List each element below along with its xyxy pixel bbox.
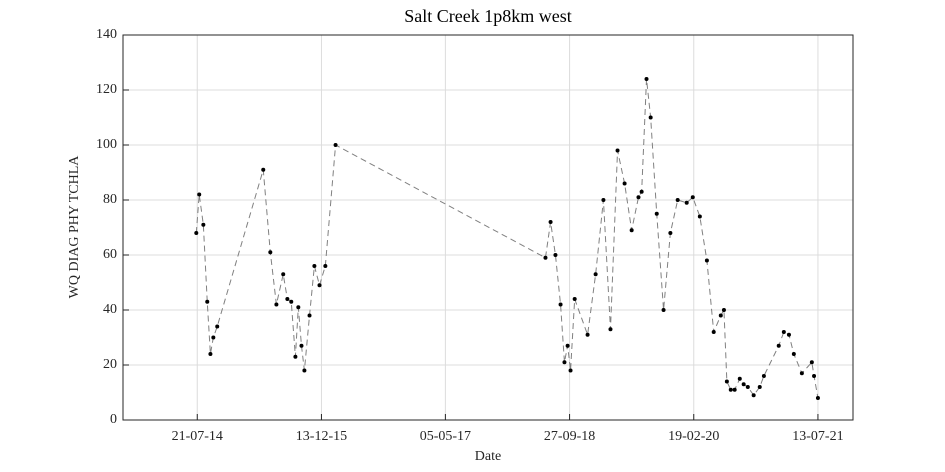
data-point (781, 330, 786, 334)
data-point (194, 231, 199, 235)
data-point (281, 272, 286, 277)
y-tick-label: 120 (96, 82, 117, 97)
y-tick-label: 40 (103, 302, 117, 317)
data-point (724, 379, 729, 384)
data-point (608, 327, 613, 332)
data-point (668, 231, 673, 235)
data-point (661, 308, 666, 312)
data-point (285, 297, 290, 301)
data-point (548, 220, 553, 224)
data-point (261, 167, 266, 172)
data-point (333, 143, 338, 147)
data-point (757, 385, 762, 389)
data-point (697, 214, 702, 219)
y-tick-label: 140 (96, 27, 117, 42)
y-tick-label: 100 (96, 137, 117, 152)
data-point (205, 299, 210, 304)
data-point (307, 313, 312, 318)
data-point (558, 302, 563, 307)
data-point (745, 385, 750, 389)
data-point (553, 253, 558, 257)
data-point (776, 343, 781, 348)
data-point (562, 360, 567, 365)
data-point (815, 396, 820, 400)
data-point (593, 272, 598, 277)
y-tick-label: 60 (103, 247, 117, 262)
y-axis-label: WQ DIAG PHY TCHLA (67, 155, 82, 299)
data-point (208, 352, 213, 356)
data-point (791, 352, 796, 356)
data-point (812, 374, 817, 378)
data-point (197, 192, 202, 197)
data-point (711, 330, 716, 334)
x-tick-label: 13-07-21 (792, 429, 843, 444)
data-point (572, 297, 577, 301)
data-point (293, 354, 298, 359)
data-point (299, 343, 304, 348)
data-point (654, 211, 659, 216)
data-point (201, 222, 206, 227)
data-point (565, 343, 570, 348)
chart-title: Salt Creek 1p8km west (404, 6, 571, 26)
data-point (809, 360, 814, 365)
data-point (721, 308, 726, 312)
data-point (728, 387, 733, 392)
y-tick-label: 80 (103, 192, 117, 207)
data-point (761, 374, 766, 378)
data-point (568, 368, 573, 373)
x-tick-label: 27-09-18 (544, 429, 595, 444)
data-point (268, 250, 273, 255)
data-point (684, 200, 689, 205)
data-point (296, 305, 301, 310)
data-point (799, 371, 804, 376)
x-tick-label: 13-12-15 (296, 429, 347, 444)
data-point (639, 189, 644, 194)
plot-area (123, 35, 853, 420)
data-point (211, 335, 216, 340)
y-tick-label: 0 (110, 412, 117, 427)
data-point (741, 382, 746, 387)
data-point (312, 264, 317, 268)
data-point (615, 148, 620, 153)
data-point (317, 283, 322, 288)
data-point (629, 228, 634, 233)
data-point (786, 332, 791, 337)
data-point (601, 198, 606, 202)
x-tick-label: 19-02-20 (668, 429, 719, 444)
data-point (543, 255, 548, 260)
data-point (751, 393, 756, 398)
data-point (704, 258, 709, 263)
data-point (644, 77, 649, 81)
data-point (732, 387, 737, 392)
data-point (690, 195, 695, 200)
axes-box (122, 34, 854, 421)
data-point (323, 264, 328, 268)
data-point (302, 368, 307, 373)
data-point (585, 332, 590, 337)
data-point (274, 302, 279, 307)
data-point (215, 324, 220, 329)
x-tick-label: 05-05-17 (420, 429, 471, 444)
data-point (718, 313, 723, 318)
data-point (737, 376, 742, 381)
data-point (289, 299, 294, 304)
x-axis-label: Date (475, 449, 501, 464)
data-point (636, 195, 641, 200)
x-tick-label: 21-07-14 (172, 429, 223, 444)
y-tick-label: 20 (103, 357, 117, 372)
data-point (622, 181, 627, 186)
data-point (675, 198, 680, 202)
data-point (648, 115, 653, 120)
